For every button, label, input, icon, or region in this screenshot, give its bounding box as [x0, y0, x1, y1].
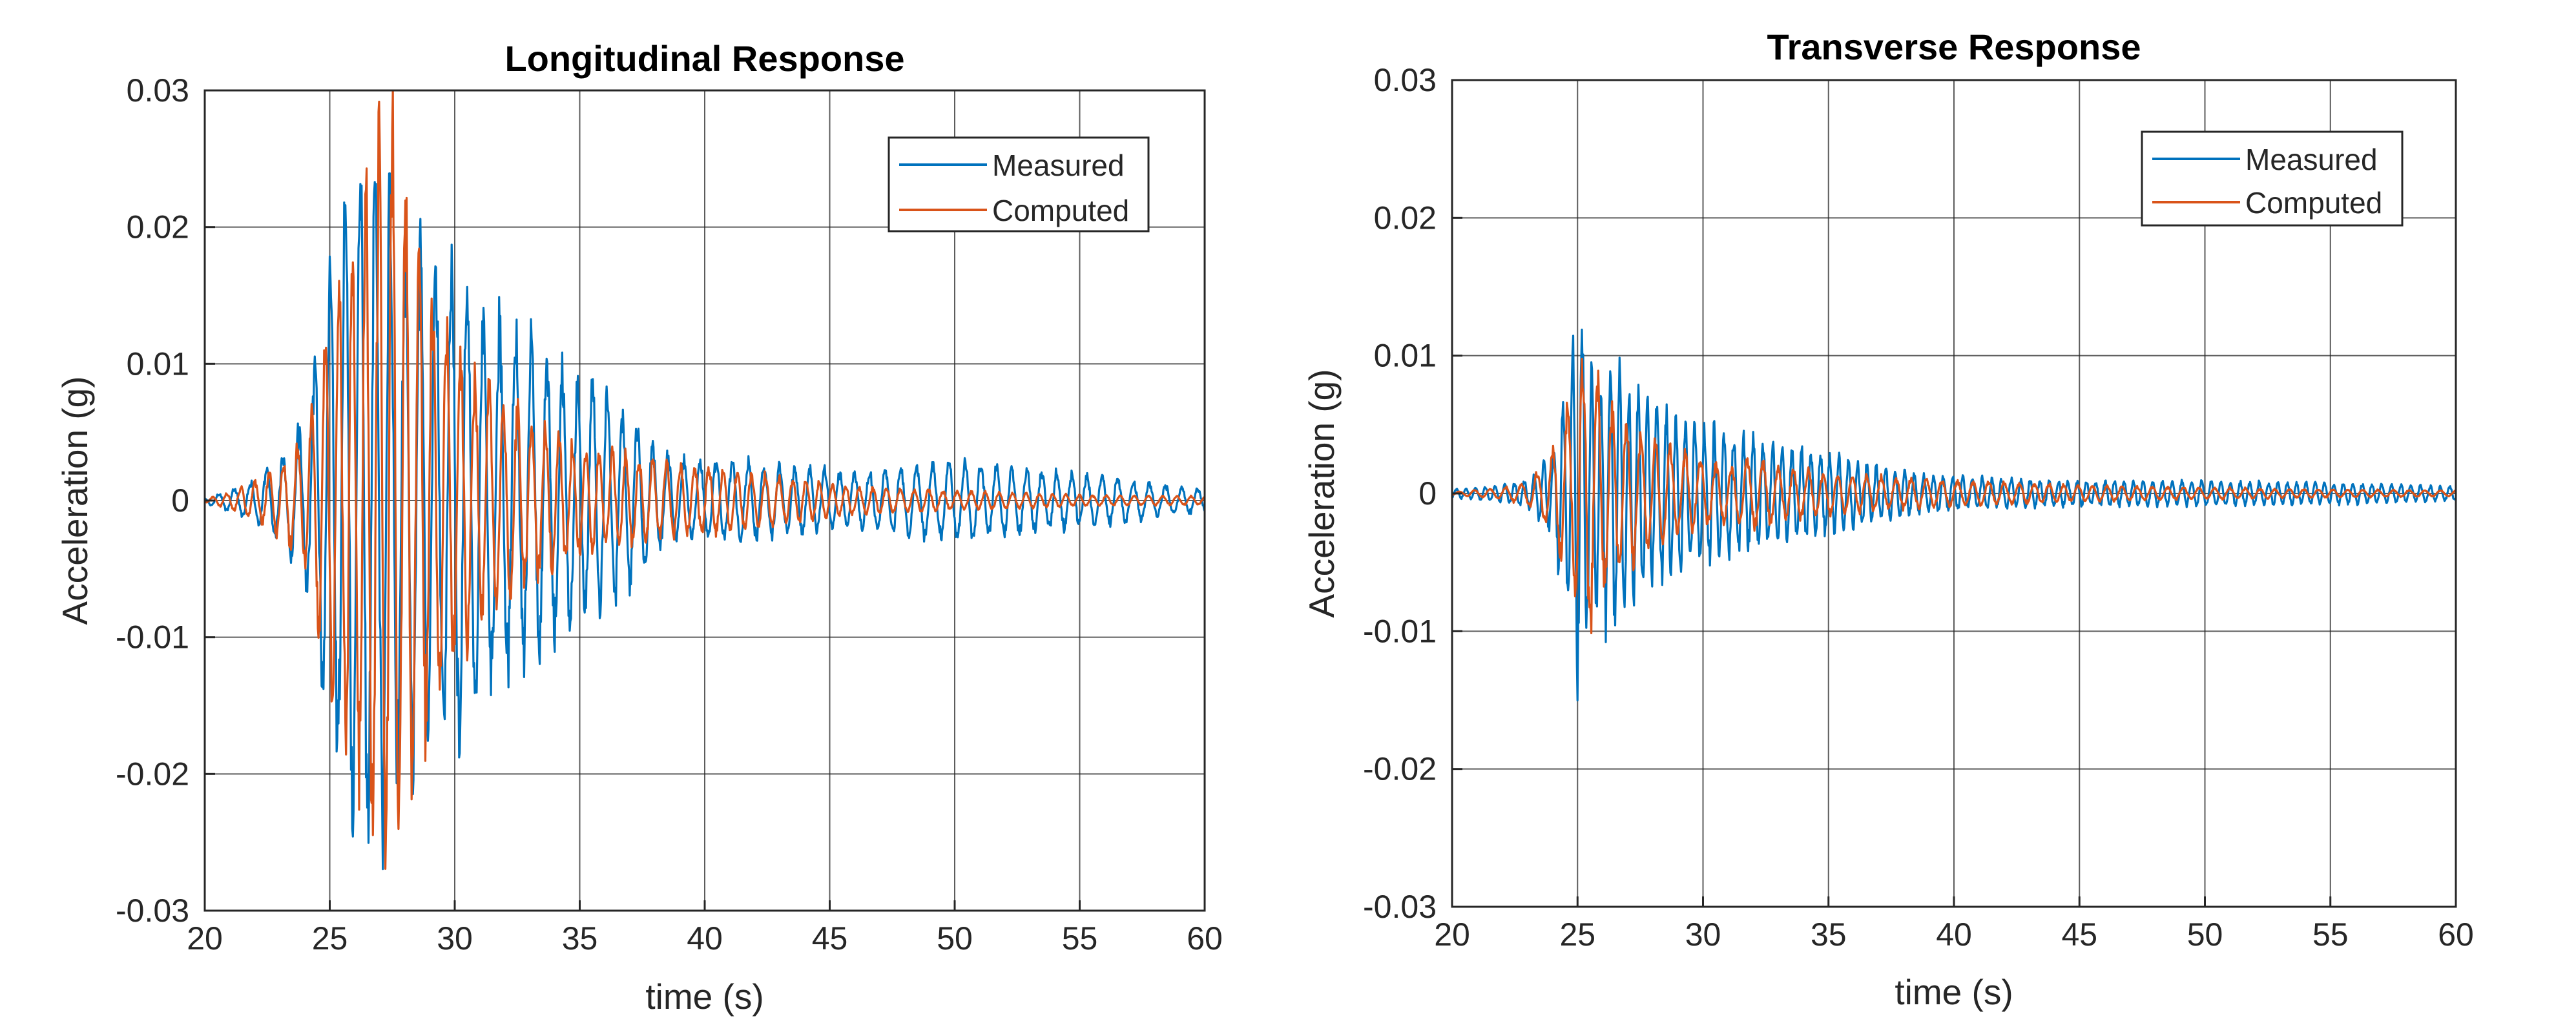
y-tick-label: 0 — [1418, 475, 1437, 512]
legend: Measured Computed — [2141, 130, 2404, 227]
legend-label-computed: Computed — [992, 194, 1129, 227]
longitudinal-chart: Longitudinal Response 20 25 30 35 40 45 50 55 60… — [55, 38, 1223, 1017]
x-tick-label: 20 — [1434, 916, 1470, 953]
legend-box — [2141, 130, 2404, 227]
legend-label-computed: Computed — [2245, 186, 2382, 220]
x-tick-label: 60 — [1187, 920, 1223, 956]
series-group — [1452, 328, 2456, 701]
x-tick-label: 20 — [187, 920, 223, 956]
chart-title: Longitudinal Response — [504, 38, 904, 79]
x-tick-label: 25 — [1559, 916, 1595, 953]
x-tick-label: 30 — [1685, 916, 1721, 953]
x-axis-label: time (s) — [645, 977, 763, 1017]
y-tick-label: 0.03 — [127, 72, 189, 109]
x-tick-label: 50 — [2187, 916, 2223, 953]
x-tick-label: 35 — [1811, 916, 1847, 953]
chart-title: Transverse Response — [1767, 26, 2141, 67]
series-line-measured — [1452, 328, 2456, 701]
y-tick-label: -0.02 — [1363, 751, 1437, 787]
y-tick-label: -0.02 — [116, 756, 189, 792]
y-axis-label: Acceleration (g) — [1302, 369, 1342, 617]
x-tick-label: 60 — [2438, 916, 2474, 953]
legend-box — [888, 136, 1150, 233]
y-tick-label: -0.03 — [116, 893, 189, 929]
y-tick-label: 0.01 — [1374, 338, 1437, 374]
legend-label-measured: Measured — [992, 149, 1125, 182]
y-tick-label: 0.01 — [127, 346, 189, 382]
x-tick-label: 55 — [2312, 916, 2349, 953]
ticks-group: 20 25 30 35 40 45 50 55 60 -0.03 -0.02 -0.01 0 0.01 0.… — [116, 72, 1223, 956]
y-tick-label: -0.01 — [116, 619, 189, 656]
ticks-group: 20 25 30 35 40 45 50 55 60 -0.03 -0.02 -0.01 0 0.01 0.… — [1363, 62, 2474, 953]
legend: Measured Computed — [888, 136, 1150, 233]
x-tick-label: 40 — [687, 920, 723, 956]
x-tick-label: 45 — [2061, 916, 2097, 953]
x-tick-label: 30 — [437, 920, 473, 956]
legend-label-measured: Measured — [2245, 143, 2378, 176]
y-axis-label: Acceleration (g) — [55, 376, 95, 625]
y-tick-label: 0.03 — [1374, 62, 1437, 98]
x-tick-label: 40 — [1936, 916, 1972, 953]
y-tick-label: -0.01 — [1363, 613, 1437, 649]
series-line-computed — [205, 90, 1205, 870]
x-tick-label: 25 — [312, 920, 348, 956]
x-tick-label: 45 — [812, 920, 848, 956]
x-axis-label: time (s) — [1895, 972, 2013, 1012]
x-tick-label: 35 — [562, 920, 598, 956]
series-group — [205, 90, 1205, 871]
series-line-computed — [1452, 357, 2456, 634]
x-tick-label: 55 — [1062, 920, 1098, 956]
y-tick-label: 0.02 — [127, 209, 189, 245]
y-tick-label: 0 — [171, 482, 189, 519]
transverse-chart: Transverse Response 20 25 30 35 40 45 50 55 60 -0… — [1302, 26, 2474, 1012]
y-tick-label: -0.03 — [1363, 889, 1437, 925]
x-tick-label: 50 — [937, 920, 973, 956]
y-tick-label: 0.02 — [1374, 200, 1437, 236]
